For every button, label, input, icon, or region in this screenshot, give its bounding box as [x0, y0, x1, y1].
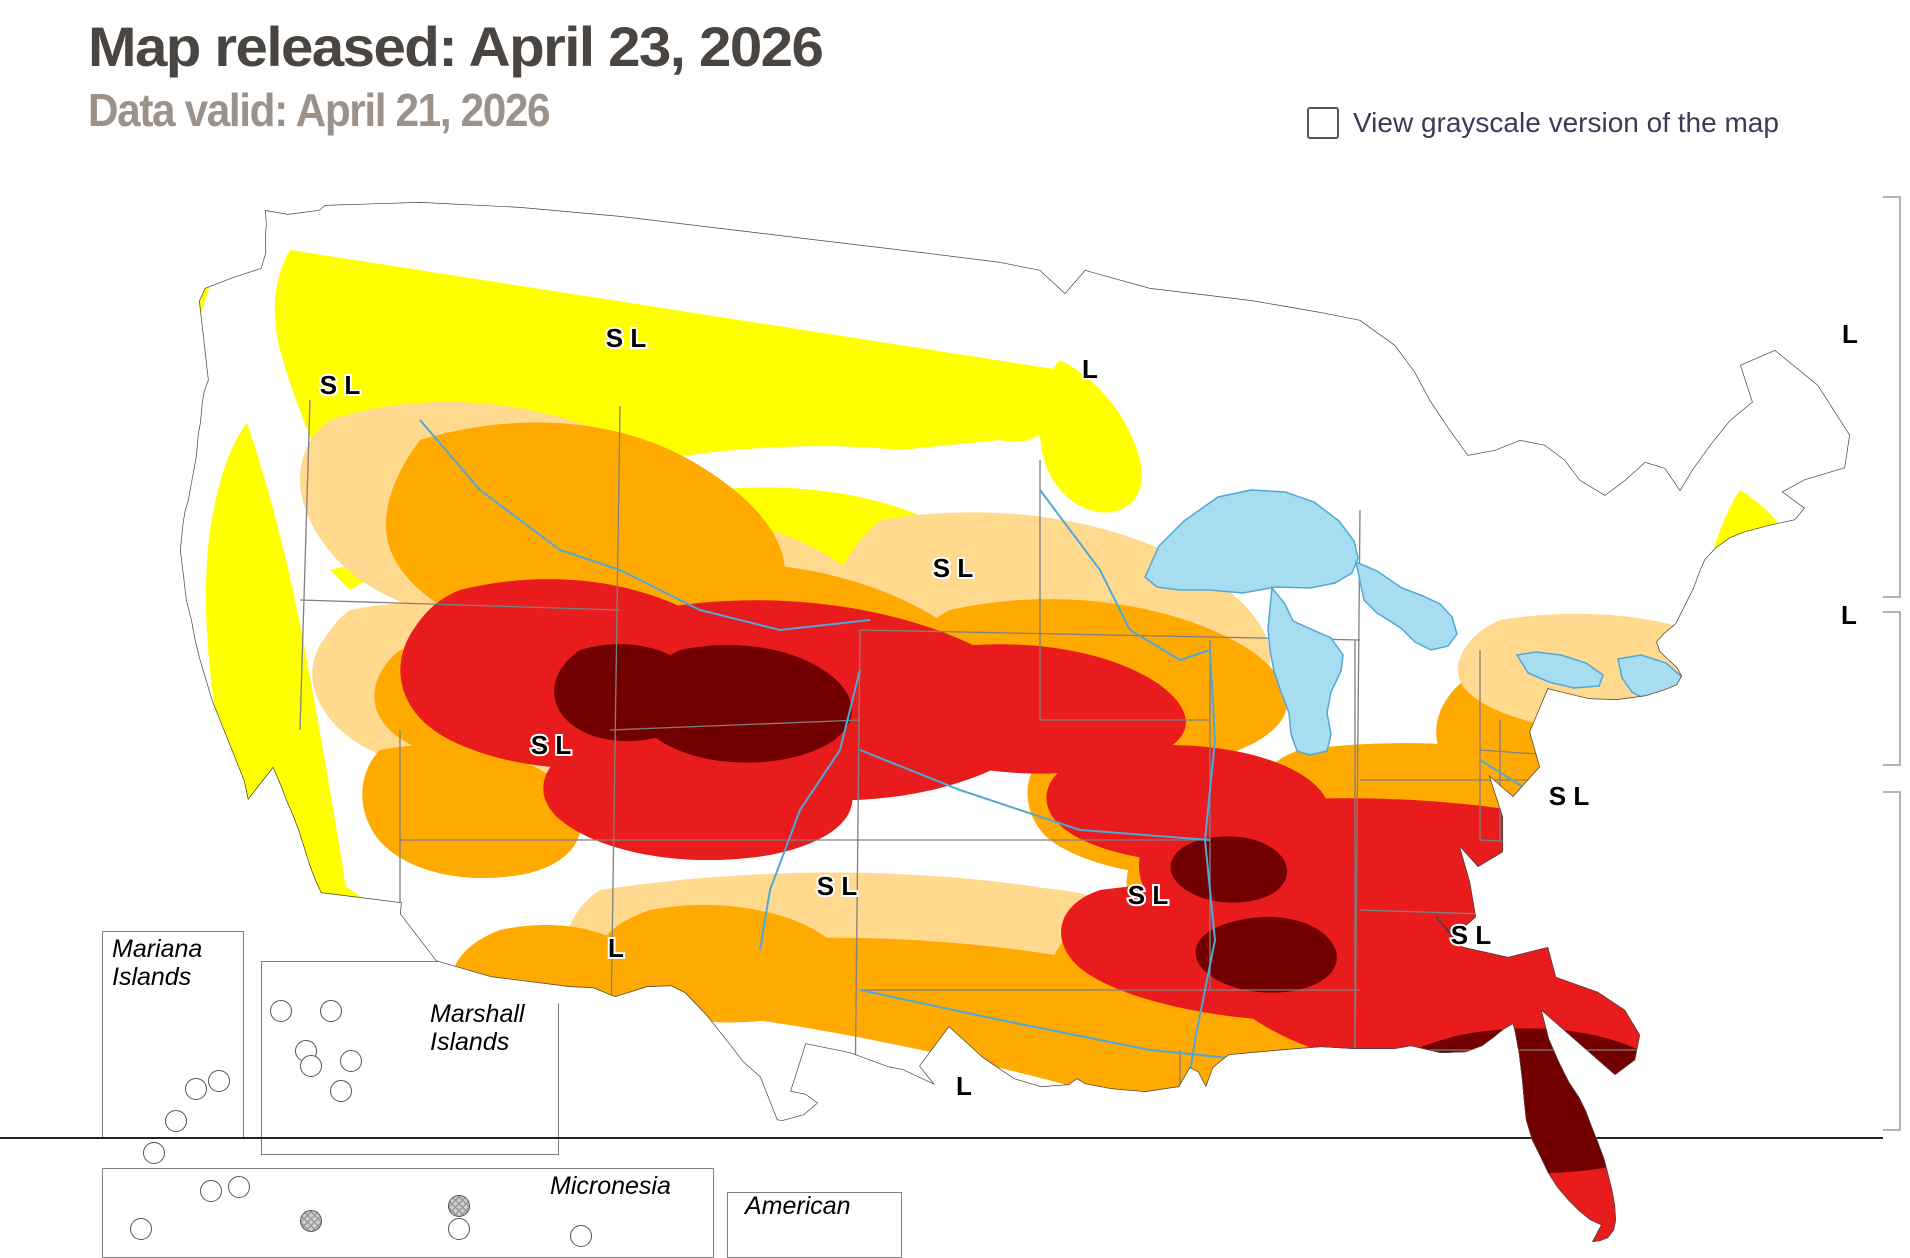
svg-text:L: L [1842, 319, 1858, 349]
svg-text:S L: S L [1128, 880, 1169, 910]
svg-text:S L: S L [817, 871, 858, 901]
svg-text:S L: S L [606, 323, 647, 353]
svg-text:L: L [608, 933, 624, 963]
svg-text:S L: S L [531, 730, 572, 760]
svg-text:L: L [956, 1071, 972, 1101]
svg-text:S L: S L [1549, 781, 1590, 811]
svg-text:L: L [1841, 600, 1857, 630]
svg-text:S L: S L [320, 370, 361, 400]
svg-text:L: L [1082, 354, 1098, 384]
svg-text:S L: S L [1451, 920, 1492, 950]
svg-text:S L: S L [933, 553, 974, 583]
